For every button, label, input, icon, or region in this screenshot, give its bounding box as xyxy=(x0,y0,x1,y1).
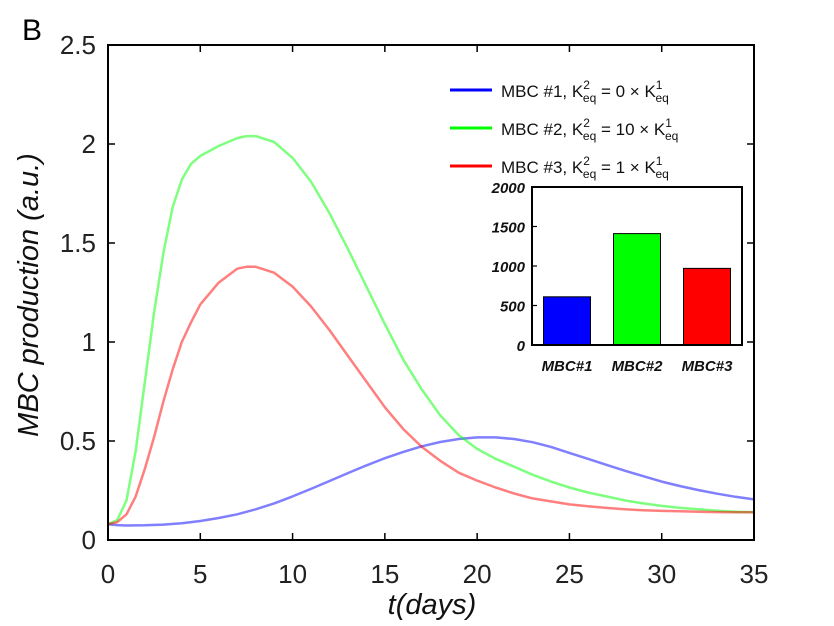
plot-frame xyxy=(107,44,755,541)
legend-text-part: 2 xyxy=(583,154,590,168)
legend-text-part: 1 xyxy=(665,116,672,130)
y-tick-label: 0 xyxy=(82,525,96,555)
y-axis-label: MBC production (a.u.) xyxy=(13,153,45,437)
x-tick-label: 5 xyxy=(193,559,207,589)
legend-text-part: eq xyxy=(655,167,668,181)
inset-y-tick-label: 1000 xyxy=(492,259,526,276)
legend-text-part: MBC #3, K xyxy=(501,158,584,177)
y-tick-label: 2 xyxy=(82,129,96,159)
x-axis-label: t(days) xyxy=(388,589,477,621)
legend-text-part: = 0 × K xyxy=(596,82,656,101)
x-tick-label: 30 xyxy=(647,559,676,589)
x-tick-label: 10 xyxy=(278,559,307,589)
legend-text-part: eq xyxy=(583,129,596,143)
y-tick-label: 1.5 xyxy=(60,228,96,258)
legend-text-part: eq xyxy=(655,91,668,105)
legend-text-part: eq xyxy=(583,91,596,105)
legend-entry-2: MBC #2, K2 eq = 10 × K1 eq xyxy=(501,116,678,143)
y-tick-label: 1 xyxy=(82,327,96,357)
series-line-3 xyxy=(107,265,754,526)
inset-y-tick-label: 500 xyxy=(500,299,526,316)
x-tick-label: 25 xyxy=(555,559,584,589)
legend-text-part: 1 xyxy=(656,154,663,168)
legend-text-part: = 1 × K xyxy=(596,158,656,177)
inset-bar-mbc1 xyxy=(543,296,591,346)
inset-bar-chart: MBC#1 MBC#2 MBC#3 0 500 1000 1500 2000 xyxy=(491,180,743,375)
y-tick-label: 2.5 xyxy=(60,30,96,60)
x-tick-label: 0 xyxy=(101,559,115,589)
inset-bar-mbc2 xyxy=(613,233,661,346)
inset-bar-mbc3 xyxy=(683,267,731,346)
inset-y-tick-label: 2000 xyxy=(491,180,526,197)
inset-y-tick-label: 1500 xyxy=(492,220,526,237)
inset-category-label: MBC#1 xyxy=(542,358,593,375)
legend-text-part: 2 xyxy=(583,78,590,92)
legend-text-part: = 10 × K xyxy=(596,120,666,139)
legend-entry-1: MBC #1, K2 eq = 0 × K1 eq xyxy=(501,78,669,105)
legend-text-part: eq xyxy=(583,167,596,181)
inset-y-tick-label: 0 xyxy=(517,338,526,355)
series-line-2 xyxy=(107,134,755,526)
legend-text-part: MBC #2, K xyxy=(501,120,584,139)
legend-text-part: 2 xyxy=(583,116,590,130)
y-tick-label: 0.5 xyxy=(60,426,96,456)
legend-text-part: 1 xyxy=(656,78,663,92)
inset-frame xyxy=(531,186,743,346)
x-tick-label: 15 xyxy=(370,559,399,589)
panel-label: B xyxy=(22,14,42,47)
series-line-1 xyxy=(107,436,755,527)
inset-category-label: MBC#3 xyxy=(682,358,734,375)
legend-text-part: MBC #1, K xyxy=(501,82,584,101)
x-tick-label: 35 xyxy=(740,559,769,589)
x-tick-label: 20 xyxy=(463,559,492,589)
legend-text-part: eq xyxy=(665,129,678,143)
legend-entry-3: MBC #3, K2 eq = 1 × K1 eq xyxy=(501,154,669,181)
inset-category-label: MBC#2 xyxy=(612,358,664,375)
